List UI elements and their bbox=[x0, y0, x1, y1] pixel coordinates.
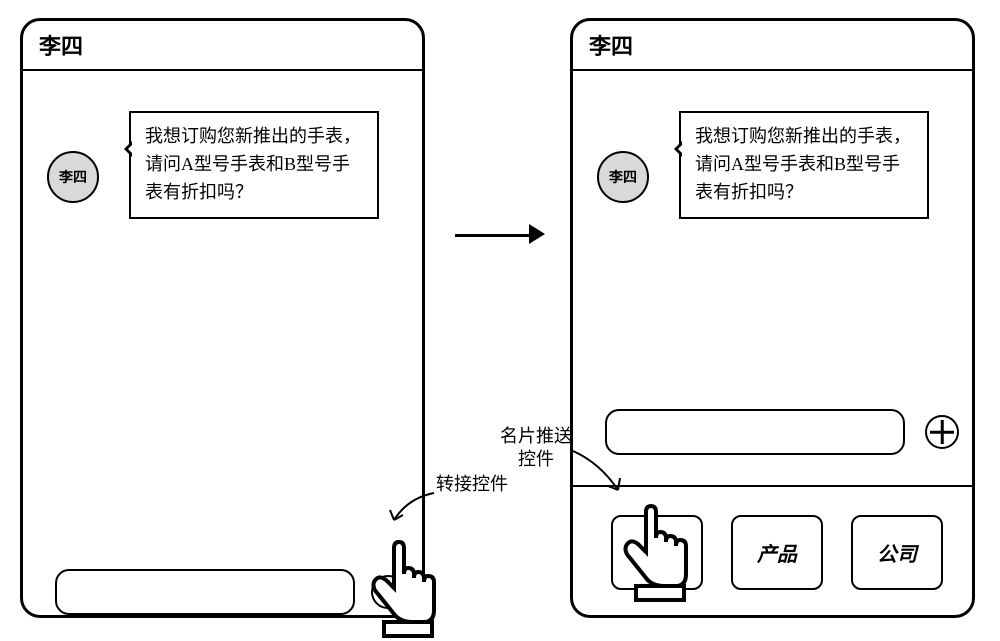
expand-panel-icon[interactable] bbox=[925, 415, 959, 449]
avatar[interactable]: 李四 bbox=[597, 151, 649, 203]
message-bubble: 我想订购您新推出的手表，请问A型号手表和B型号手表有折扣吗？ bbox=[679, 111, 929, 219]
hand-cursor-icon bbox=[618, 504, 698, 604]
product-button[interactable]: 产品 bbox=[731, 515, 823, 590]
avatar[interactable]: 李四 bbox=[47, 151, 99, 203]
message-input[interactable] bbox=[55, 569, 355, 615]
avatar-label: 李四 bbox=[59, 167, 87, 187]
hand-cursor-icon bbox=[366, 540, 446, 640]
company-button[interactable]: 公司 bbox=[851, 515, 943, 590]
callout-arrow-icon bbox=[570, 448, 630, 498]
avatar-label: 李四 bbox=[609, 167, 637, 187]
message-input[interactable] bbox=[605, 409, 905, 455]
panel-divider bbox=[573, 485, 972, 487]
chat-title-bar: 李四 bbox=[23, 21, 422, 71]
callout-text: 转接控件 bbox=[436, 474, 508, 494]
message-text: 我想订购您新推出的手表，请问A型号手表和B型号手表有折扣吗？ bbox=[145, 126, 361, 202]
chat-title-bar: 李四 bbox=[573, 21, 972, 71]
panel-btn-label: 产品 bbox=[757, 538, 797, 567]
callout-arrow-icon bbox=[388, 490, 438, 530]
callout-left: 转接控件 bbox=[436, 473, 508, 496]
callout-text: 名片推送 控件 bbox=[500, 426, 572, 469]
chat-title: 李四 bbox=[39, 29, 83, 61]
chat-title: 李四 bbox=[589, 29, 633, 61]
panel-btn-label: 公司 bbox=[877, 538, 917, 567]
callout-right: 名片推送 控件 bbox=[500, 425, 572, 472]
message-bubble: 我想订购您新推出的手表，请问A型号手表和B型号手表有折扣吗？ bbox=[129, 111, 379, 219]
message-text: 我想订购您新推出的手表，请问A型号手表和B型号手表有折扣吗？ bbox=[695, 126, 911, 202]
phone-frame-left: 李四 李四 我想订购您新推出的手表，请问A型号手表和B型号手表有折扣吗？ bbox=[20, 18, 425, 618]
transition-arrow bbox=[455, 220, 545, 250]
